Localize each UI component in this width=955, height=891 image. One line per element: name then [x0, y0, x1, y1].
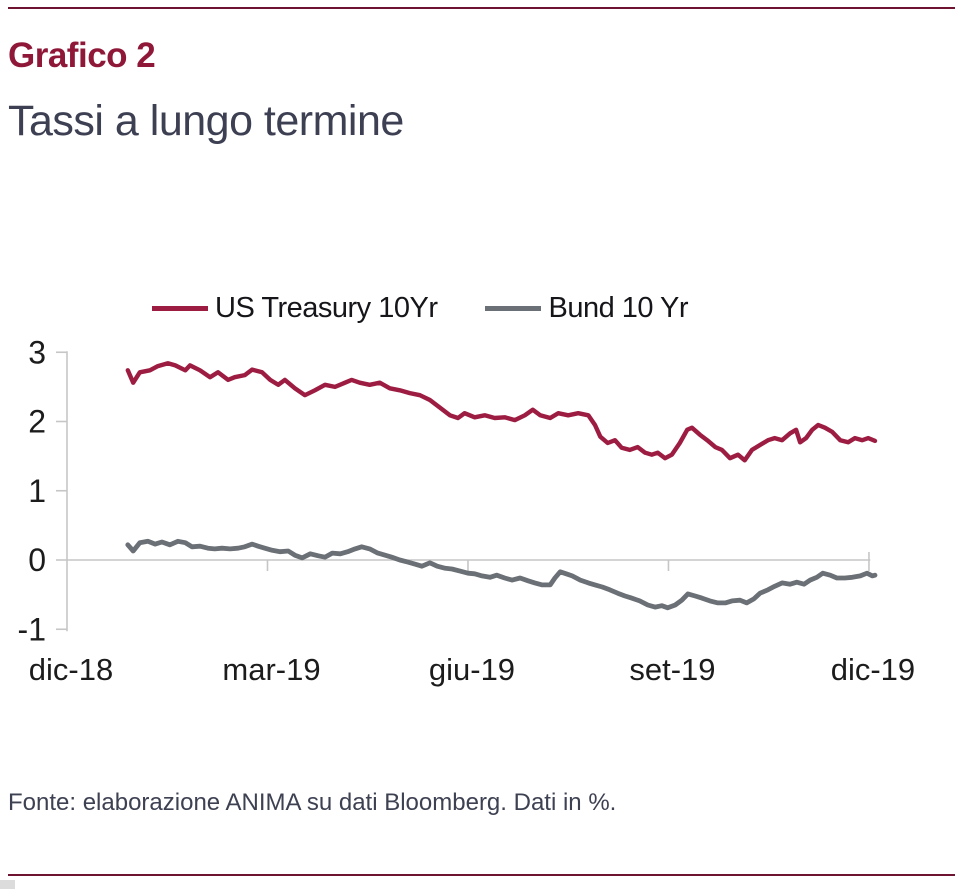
svg-text:dic-18: dic-18 [29, 652, 113, 687]
svg-text:set-19: set-19 [629, 652, 715, 687]
bottom-rule [8, 874, 955, 876]
legend-item-bund: Bund 10 Yr [485, 292, 689, 325]
svg-text:2: 2 [28, 404, 46, 440]
chart-legend: US Treasury 10Yr Bund 10 Yr [152, 292, 689, 325]
svg-text:mar-19: mar-19 [222, 652, 320, 687]
svg-text:3: 3 [28, 334, 46, 370]
legend-label-bund: Bund 10 Yr [548, 292, 689, 324]
line-chart: 3 2 1 0 -1 dic-18 mar-19 giu-19 set-19 dic-19 [18, 334, 916, 687]
figure-title: Tassi a lungo termine [8, 97, 404, 145]
legend-item-us-treasury: US Treasury 10Yr [152, 292, 438, 325]
legend-label-us-treasury: US Treasury 10Yr [215, 292, 438, 324]
svg-text:dic-19: dic-19 [831, 652, 915, 687]
top-rule [8, 7, 955, 9]
scroll-corner-mark [0, 880, 15, 889]
svg-text:0: 0 [28, 542, 46, 578]
chart-area: 3 2 1 0 -1 dic-18 mar-19 giu-19 set-19 dic-19 [0, 330, 955, 710]
svg-text:giu-19: giu-19 [429, 652, 515, 687]
svg-text:1: 1 [28, 473, 46, 509]
svg-text:-1: -1 [18, 611, 46, 647]
legend-line-bund-icon [485, 306, 542, 311]
legend-line-us-treasury-icon [152, 306, 208, 311]
source-note: Fonte: elaborazione ANIMA su dati Bloomb… [8, 789, 617, 816]
figure-kicker: Grafico 2 [8, 36, 156, 75]
